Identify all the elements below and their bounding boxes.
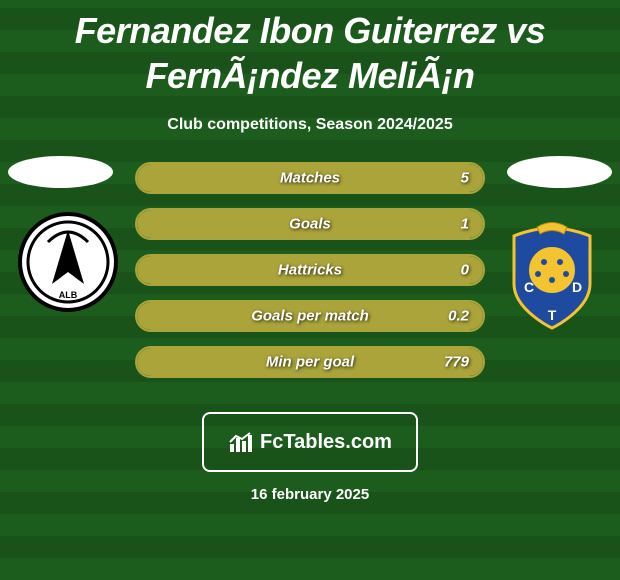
stat-row: Matches 5: [135, 162, 485, 194]
svg-text:T: T: [548, 307, 557, 323]
stat-value-right: 0.2: [448, 308, 469, 325]
bar-chart-icon: [228, 430, 254, 454]
left-flag: [8, 156, 113, 188]
stat-value-right: 5: [461, 170, 469, 187]
stat-label: Goals per match: [251, 308, 369, 325]
left-club-crest: ALB: [18, 212, 118, 312]
stat-bars: Matches 5 Goals 1 Hattricks 0 Goals per …: [135, 162, 485, 378]
svg-text:D: D: [572, 279, 582, 295]
stat-label: Hattricks: [278, 262, 342, 279]
page-title: Fernandez Ibon Guiterrez vs FernÃ¡ndez M…: [0, 0, 620, 98]
right-flag: [507, 156, 612, 188]
stat-label: Goals: [289, 216, 331, 233]
date: 16 february 2025: [0, 486, 620, 503]
stat-row: Goals per match 0.2: [135, 300, 485, 332]
stat-label: Min per goal: [266, 354, 354, 371]
right-club-crest: C D T: [502, 222, 602, 322]
stat-label: Matches: [280, 170, 340, 187]
logo-text: FcTables.com: [260, 431, 392, 454]
stat-row: Min per goal 779: [135, 346, 485, 378]
stat-value-right: 0: [461, 262, 469, 279]
stat-value-right: 1: [461, 216, 469, 233]
stat-row: Goals 1: [135, 208, 485, 240]
stat-value-right: 779: [444, 354, 469, 371]
stat-row: Hattricks 0: [135, 254, 485, 286]
svg-text:C: C: [524, 279, 534, 295]
svg-text:ALB: ALB: [59, 290, 78, 300]
subtitle: Club competitions, Season 2024/2025: [0, 116, 620, 134]
comparison-area: ALB C D T Matches 5 Goals 1: [0, 162, 620, 402]
fctables-logo: FcTables.com: [202, 412, 418, 472]
